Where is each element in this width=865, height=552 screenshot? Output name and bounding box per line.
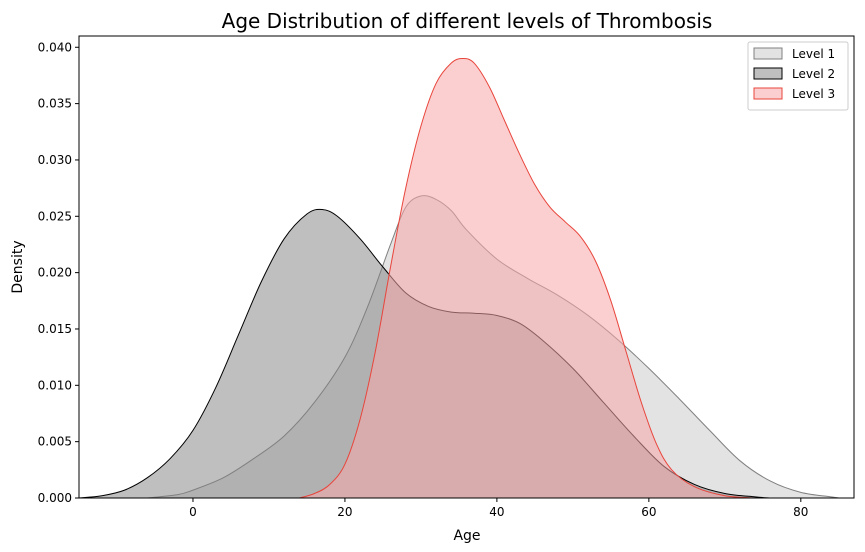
plot-areas [78,58,839,499]
y-tick-label: 0.035 [38,97,72,111]
y-tick-label: 0.010 [38,378,72,392]
density-line-3 [299,58,756,499]
legend-swatch-1 [753,47,783,60]
y-axis-label: Density [10,240,26,293]
x-tick-label: 80 [793,505,808,519]
x-axis: 0 20 40 60 80 [189,498,808,519]
x-tick-label: 60 [641,505,656,519]
y-tick-label: 0.025 [38,209,72,223]
legend-label-2: Level 2 [792,67,835,81]
y-axis: 0.000 0.005 0.010 0.015 0.020 0.025 0.030 0.035… [38,40,79,505]
y-tick-label: 0.030 [38,153,72,167]
density-area-3 [299,58,756,498]
y-tick-label: 0.015 [38,322,72,336]
y-tick-label: 0.000 [38,491,72,505]
y-tick-label: 0.040 [38,40,72,54]
x-tick-label: 20 [337,505,352,519]
y-tick-label: 0.005 [38,435,72,449]
x-axis-label: Age [453,528,480,544]
chart-title: Age Distribution of different levels of … [222,9,713,33]
x-tick-label: 0 [189,505,197,519]
plot-frame [78,35,855,499]
legend-swatch-3 [753,87,783,100]
y-tick-label: 0.020 [38,266,72,280]
legend-label-1: Level 1 [792,47,835,61]
x-tick-label: 40 [489,505,504,519]
legend: Level 1 Level 2 Level 3 [747,41,849,111]
legend-label-3: Level 3 [792,87,835,101]
legend-swatch-2 [753,67,783,80]
